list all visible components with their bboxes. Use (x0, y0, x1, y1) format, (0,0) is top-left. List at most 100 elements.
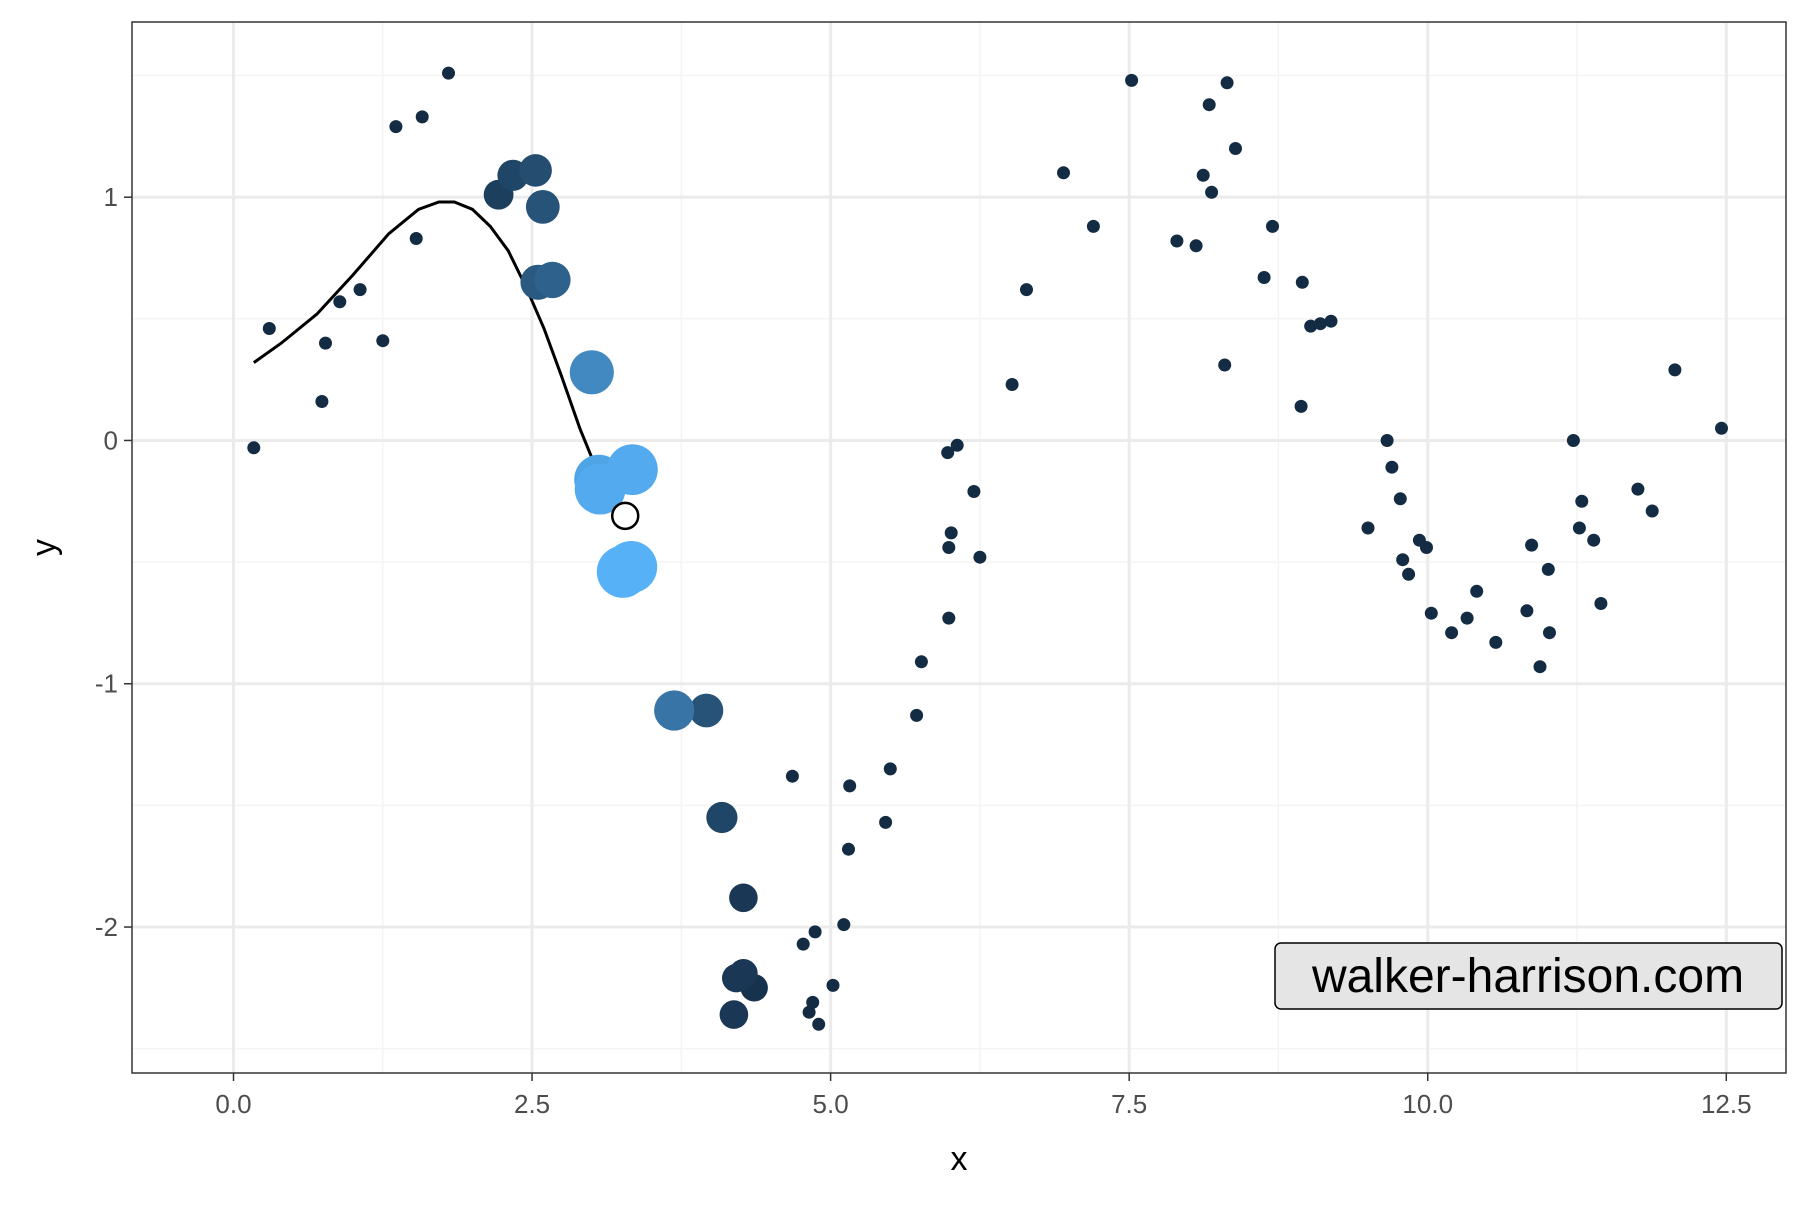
data-point (1715, 421, 1728, 435)
data-point (942, 541, 956, 554)
data-point (1295, 275, 1309, 289)
data-point (914, 655, 928, 669)
data-point (967, 485, 981, 498)
data-point (1424, 606, 1438, 620)
data-point (1202, 98, 1216, 112)
x-tick-label: 2.5 (514, 1089, 550, 1119)
data-point (376, 334, 390, 348)
smooth-curve (252, 200, 627, 517)
data-point (1020, 283, 1033, 297)
data-point (1520, 604, 1534, 618)
data-point (333, 295, 347, 309)
data-point (247, 441, 261, 455)
data-point (1631, 482, 1645, 496)
watermark-box (1274, 942, 1783, 1010)
data-point (1196, 168, 1210, 182)
data-point (534, 261, 571, 299)
data-point (1205, 185, 1219, 199)
x-tick-label: 7.5 (1111, 1089, 1147, 1119)
watermark-text: walker-harrison.com (1311, 950, 1744, 1003)
focal-layer (610, 501, 640, 531)
data-point (689, 693, 724, 728)
data-point (944, 526, 958, 540)
data-point (442, 66, 455, 80)
data-point (1460, 611, 1474, 625)
data-point (1396, 553, 1410, 567)
focal-point (610, 501, 640, 531)
data-point (973, 550, 987, 564)
data-point (808, 925, 822, 939)
data-point (1125, 73, 1139, 87)
x-tick-label: 12.5 (1701, 1089, 1752, 1119)
data-point (826, 978, 840, 992)
data-point (1566, 434, 1580, 447)
data-point (706, 801, 738, 834)
data-point (1533, 660, 1547, 674)
data-point (1543, 626, 1556, 640)
data-point (1668, 363, 1682, 377)
data-point (1380, 434, 1394, 447)
data-point (1220, 76, 1234, 90)
data-point (843, 779, 857, 793)
data-point (883, 762, 897, 776)
data-point (837, 918, 851, 932)
y-tick-label: 1 (104, 182, 118, 212)
data-point (1572, 521, 1586, 535)
data-point (519, 154, 552, 187)
data-point (1541, 562, 1555, 576)
curve-layer (252, 200, 627, 517)
data-point (1393, 492, 1407, 506)
y-axis-title: y (25, 539, 63, 556)
y-tick-label: 0 (104, 425, 118, 455)
data-point (415, 110, 429, 124)
data-point (1170, 234, 1184, 248)
data-point (1189, 239, 1203, 253)
data-point (1575, 494, 1589, 508)
data-point (262, 322, 276, 335)
data-point (785, 769, 799, 783)
data-point (812, 1017, 826, 1031)
data-point (1266, 219, 1279, 233)
data-point (389, 120, 403, 134)
data-point (1086, 219, 1100, 233)
x-tick-label: 0.0 (215, 1089, 251, 1119)
data-point (1257, 271, 1271, 284)
grid (132, 22, 1786, 1073)
panel-border (131, 21, 1787, 1074)
x-tick-label: 5.0 (813, 1089, 849, 1119)
data-point (842, 842, 855, 856)
axes: 0.0 2.5 5.0 7.5 10.0 12.5 -2 -1 0 1 (95, 182, 1752, 1119)
data-point (910, 708, 924, 722)
data-point (1420, 541, 1433, 554)
data-point (796, 937, 810, 951)
data-point (605, 541, 658, 593)
x-axis-title: x (951, 1140, 968, 1178)
data-point (942, 611, 956, 625)
y-tick-label: -1 (95, 669, 118, 699)
data-point (1005, 378, 1019, 391)
data-point (879, 815, 893, 829)
data-point (1587, 533, 1601, 547)
data-point (802, 1005, 816, 1019)
data-point (654, 690, 695, 731)
data-point (729, 959, 758, 988)
data-point (569, 350, 614, 395)
data-point (1645, 504, 1659, 518)
data-point (1445, 626, 1459, 640)
data-point (1402, 567, 1416, 581)
data-point (353, 283, 367, 297)
data-point (806, 995, 820, 1009)
data-point (1057, 166, 1070, 180)
data-point (319, 336, 332, 350)
y-tick-label: -2 (95, 912, 118, 942)
data-point (315, 395, 329, 408)
data-point (1470, 584, 1484, 598)
points-layer (247, 66, 1728, 1031)
data-point (1218, 358, 1232, 372)
data-point (1594, 597, 1608, 610)
data-point (1313, 317, 1327, 331)
data-point (1385, 460, 1399, 474)
data-point (409, 232, 423, 245)
